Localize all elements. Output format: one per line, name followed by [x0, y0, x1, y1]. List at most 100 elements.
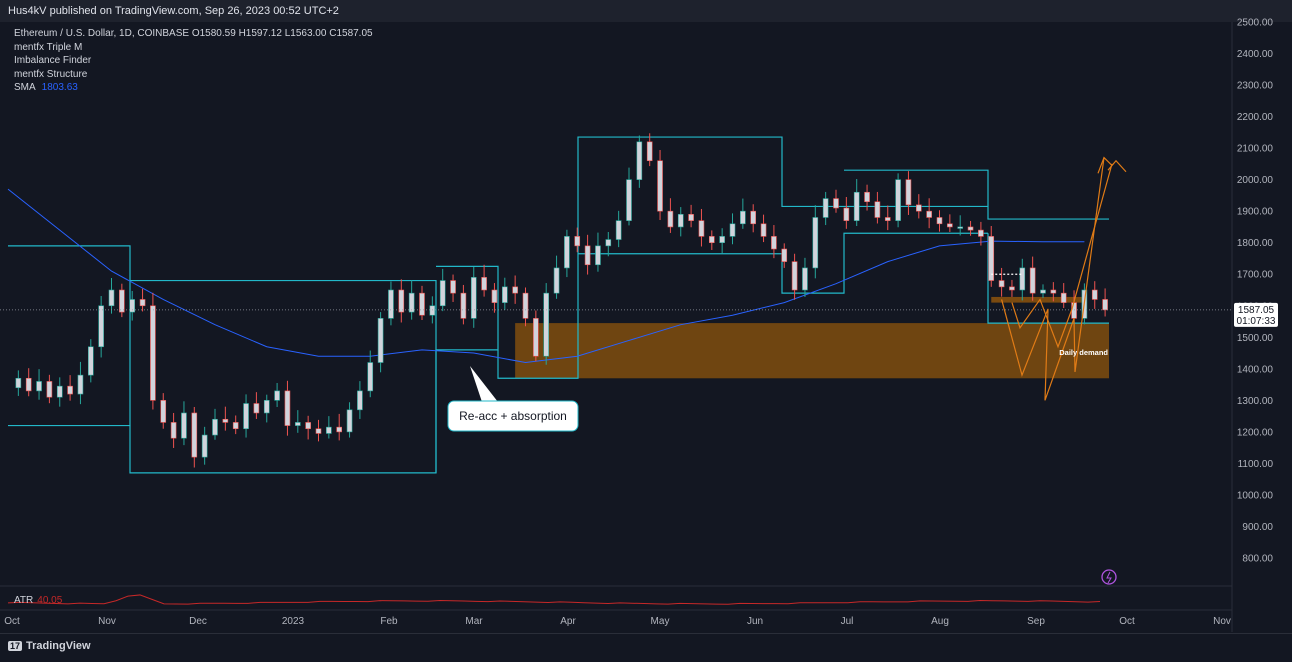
candle-body: [150, 305, 156, 401]
candle-body: [108, 289, 115, 307]
candle-body: [978, 229, 984, 237]
candle-body: [708, 236, 715, 244]
candle-body: [1050, 289, 1057, 294]
candle-body: [315, 428, 322, 434]
last-price-value: 1587.05: [1238, 305, 1275, 316]
candle-body: [740, 210, 746, 225]
structure-box-7: [987, 233, 1109, 324]
indicator-sma[interactable]: SMA 1803.63: [14, 81, 373, 95]
candle-body: [1019, 267, 1026, 291]
candle-body: [25, 377, 32, 392]
candle-body: [460, 292, 467, 319]
candle-body: [181, 412, 187, 439]
publish-line: Hus4kV published on TradingView.com, Sep…: [8, 5, 339, 17]
candle-body: [46, 381, 53, 398]
candle-body: [512, 286, 518, 294]
y-tick-label: 1900.00: [1237, 207, 1274, 218]
candle-body: [988, 236, 995, 281]
x-tick-label: Jul: [841, 616, 854, 627]
candle-body: [967, 226, 974, 231]
y-tick-label: 900.00: [1242, 522, 1273, 533]
candle-body: [98, 305, 104, 348]
x-tick-label: Nov: [98, 616, 116, 627]
candle-body: [284, 390, 291, 426]
candle-body: [719, 236, 725, 244]
candle-body: [170, 422, 177, 439]
indicator-structure[interactable]: mentfx Structure: [14, 68, 88, 80]
y-tick-label: 1300.00: [1237, 396, 1274, 407]
y-tick-label: 2000.00: [1237, 175, 1274, 186]
candle-body: [253, 403, 260, 414]
candle-body: [646, 141, 653, 162]
candle-body: [853, 191, 860, 221]
x-tick-label: Jun: [747, 616, 763, 627]
lightning-bolt-icon: [1106, 571, 1112, 584]
candle-body: [88, 346, 94, 376]
y-tick-label: 2500.00: [1237, 18, 1274, 29]
candle-body: [419, 292, 425, 316]
candle-body: [760, 223, 767, 237]
candle-body: [584, 245, 591, 266]
candle-body: [874, 201, 881, 218]
ohlc-high: H1597.12: [238, 28, 282, 39]
ohlc-low: L1563.00: [284, 28, 327, 39]
y-tick-label: 1400.00: [1237, 364, 1274, 375]
x-tick-label: Sep: [1027, 616, 1045, 627]
ohlc-open: O1580.59: [191, 28, 236, 39]
candle-body: [15, 377, 22, 389]
atr-label: ATR: [14, 595, 34, 606]
tradingview-logo[interactable]: 17 TradingView: [8, 640, 91, 652]
symbol-line: Ethereum / U.S. Dollar, 1D, COINBASE: [14, 28, 190, 39]
y-tick-label: 2400.00: [1237, 49, 1274, 60]
brand-label: TradingView: [26, 640, 91, 652]
candle-body: [439, 280, 446, 307]
lightning-icon[interactable]: [1101, 569, 1117, 585]
structure-box-4: [497, 136, 988, 379]
x-tick-label: Oct: [4, 616, 20, 627]
y-tick-label: 1000.00: [1237, 490, 1274, 501]
projection-arrowhead-2: [1107, 159, 1127, 173]
candle-body: [843, 207, 850, 221]
x-tick-label: Apr: [560, 616, 576, 627]
candle-body: [574, 236, 581, 247]
demand-zone-label: Daily demand: [1059, 348, 1108, 357]
callout-box[interactable]: [447, 400, 579, 432]
candle-body: [1071, 302, 1077, 319]
candle-body: [67, 385, 73, 395]
candle-body: [553, 267, 560, 294]
candle-body: [501, 286, 508, 303]
indicator-triple-m[interactable]: mentfx Triple M: [14, 41, 83, 53]
candle-body: [274, 390, 280, 401]
indicator-imbalance-finder[interactable]: Imbalance Finder: [14, 55, 92, 66]
demand-zone: [515, 323, 1109, 379]
y-tick-label: 800.00: [1242, 554, 1273, 565]
candle-body: [936, 217, 943, 225]
atr-legend[interactable]: ATR 40.05: [14, 595, 62, 606]
candle-body: [491, 289, 498, 303]
structure-box-5: [578, 232, 988, 294]
atr-line: [7, 594, 1101, 605]
candle-body: [1060, 292, 1067, 303]
candle-body: [595, 245, 601, 266]
candle-body: [305, 422, 311, 430]
atr-value: 40.05: [37, 595, 63, 606]
candle-body: [243, 403, 249, 430]
x-tick-label: Feb: [380, 616, 398, 627]
candle-body: [1091, 289, 1098, 300]
sma-value: 1803.63: [41, 82, 78, 93]
candle-body: [615, 220, 622, 240]
sma-line: [7, 188, 1085, 364]
callout-pointer: [470, 366, 498, 402]
candle-body: [77, 374, 84, 395]
candle-body: [398, 289, 405, 313]
candle-body: [222, 418, 229, 423]
y-tick-label: 1200.00: [1237, 427, 1274, 438]
symbol-row[interactable]: Ethereum / U.S. Dollar, 1D, COINBASE O15…: [14, 27, 373, 41]
candle-body: [543, 292, 550, 357]
candle-body: [429, 305, 436, 316]
y-tick-label: 2100.00: [1237, 144, 1274, 155]
candle-body: [667, 210, 674, 228]
candle-body: [408, 292, 415, 313]
candle-body: [729, 223, 736, 237]
